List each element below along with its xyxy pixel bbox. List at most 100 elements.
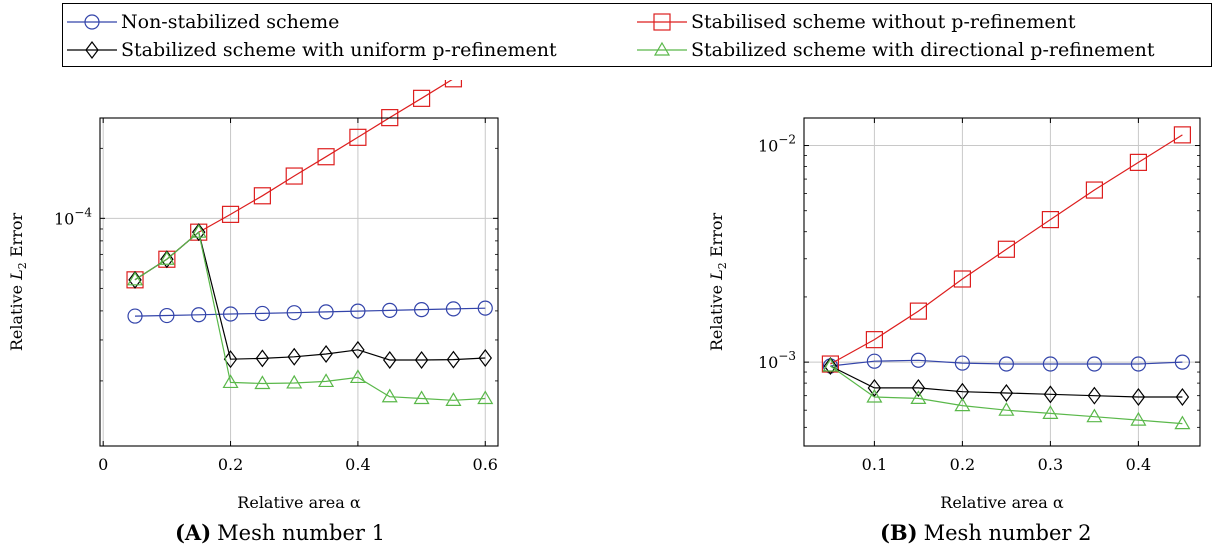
- data-point: [445, 392, 462, 406]
- legend-entry-without-p-refinement: Stabilised scheme without p-refinement: [635, 8, 1076, 36]
- data-point: [998, 356, 1014, 372]
- data-point: [318, 373, 335, 388]
- data-point: [823, 356, 838, 375]
- data-point: [349, 369, 366, 384]
- legend-marker: [84, 14, 100, 30]
- data-point: [317, 148, 335, 166]
- legend-marker-triangle-icon: [637, 41, 687, 56]
- data-point: [382, 350, 397, 369]
- legend-entry-uniform-p-refinement: Stabilized scheme with uniform p-refinem…: [65, 36, 557, 64]
- chart-b: 0.1 0.2 0.3 0.4 10−3 10−2 Relative area α Relat…: [707, 117, 1201, 512]
- x-tick-label: 0: [98, 455, 108, 474]
- series-line: [134, 307, 486, 317]
- legend-marker-square-icon: [637, 13, 687, 31]
- data-point: [349, 128, 367, 146]
- grid: [100, 118, 498, 446]
- data-point: [127, 308, 143, 324]
- x-tick-label: 0.6: [473, 455, 498, 474]
- series-2: [821, 126, 1191, 373]
- data-point: [1087, 386, 1102, 405]
- data-point: [158, 251, 175, 265]
- data-point: [126, 271, 144, 286]
- series-4: [822, 357, 1191, 430]
- legend-label: Stabilized scheme with uniform p-refinem…: [121, 39, 557, 61]
- series-line: [830, 359, 1183, 367]
- series-line: [134, 231, 486, 401]
- data-point: [1130, 356, 1146, 372]
- data-point: [999, 384, 1014, 403]
- x-tick-label: 0.1: [862, 455, 887, 474]
- minor-ticks: [804, 155, 1200, 428]
- x-tick-label: 0.3: [1038, 455, 1063, 474]
- data-point: [253, 187, 271, 205]
- data-point: [477, 300, 493, 316]
- legend-marker-diamond-icon: [67, 41, 117, 59]
- y-axis-label: Relative L2 Error: [7, 213, 29, 352]
- data-point: [866, 388, 883, 403]
- data-point: [1042, 356, 1058, 372]
- series-line: [830, 365, 1183, 398]
- data-point: [190, 223, 207, 238]
- x-tick-label: 0.4: [1126, 455, 1151, 474]
- data-point: [1130, 411, 1147, 426]
- data-point: [191, 223, 206, 242]
- series-line: [830, 134, 1183, 365]
- x-tick-label: 0.4: [345, 455, 370, 474]
- caption-text: Mesh number 2: [923, 521, 1092, 545]
- data-point: [821, 355, 840, 373]
- data-point: [1175, 388, 1190, 407]
- data-point: [222, 374, 239, 389]
- data-point: [287, 347, 301, 366]
- data-point: [191, 307, 207, 323]
- data-point: [413, 390, 430, 405]
- data-point: [1131, 388, 1146, 407]
- data-point: [1042, 405, 1059, 419]
- legend: Non-stabilized scheme Stabilised scheme …: [62, 3, 1212, 67]
- axis-ticks: 0.1 0.2 0.3 0.4 10−3 10−2: [758, 118, 1200, 474]
- data-point: [1129, 153, 1147, 171]
- data-point: [351, 340, 365, 359]
- data-point: [478, 348, 493, 367]
- data-point: [222, 306, 239, 322]
- data-point: [254, 305, 270, 322]
- data-point: [382, 302, 398, 318]
- x-axis-label: Relative area α: [940, 493, 1064, 512]
- legend-marker: [653, 13, 671, 31]
- series-line: [134, 80, 453, 281]
- data-point: [221, 205, 240, 223]
- plot-frame: [803, 117, 1201, 447]
- data-point: [1174, 354, 1190, 370]
- data-point: [1086, 408, 1103, 423]
- data-point: [953, 270, 971, 288]
- series-line: [830, 365, 1183, 425]
- caption-tag: (A): [175, 520, 212, 545]
- series-2: [126, 80, 463, 289]
- legend-label: Stabilized scheme with directional p-ref…: [691, 39, 1155, 61]
- data-point: [414, 350, 429, 369]
- data-point: [865, 331, 883, 349]
- caption-text: Mesh number 1: [217, 521, 385, 545]
- data-point: [1173, 126, 1191, 144]
- series-1: [822, 352, 1190, 374]
- axis-ticks: 0 0.2 0.4 0.6 10−4: [54, 118, 498, 474]
- chart-a: 0 0.2 0.4 0.6 10−4 Relative area α Relative L2…: [7, 80, 499, 512]
- caption-tag: (B): [880, 520, 918, 545]
- data-point: [318, 304, 334, 320]
- series-line: [134, 231, 486, 361]
- data-point: [1174, 415, 1191, 430]
- legend-label: Stabilised scheme without p-refinement: [691, 11, 1076, 33]
- series-3: [823, 356, 1190, 407]
- data-point: [444, 80, 463, 88]
- x-tick-label: 0.2: [218, 455, 243, 474]
- data-point: [1085, 181, 1103, 199]
- x-tick-label: 0.2: [950, 455, 975, 474]
- data-point: [446, 350, 461, 369]
- legend-marker: [85, 41, 99, 59]
- series-1: [127, 300, 493, 324]
- x-axis-label: Relative area α: [237, 493, 361, 512]
- data-point: [412, 89, 431, 107]
- plot-frame: [99, 117, 499, 447]
- data-point: [445, 301, 462, 317]
- data-point: [822, 357, 839, 372]
- data-point: [350, 303, 366, 319]
